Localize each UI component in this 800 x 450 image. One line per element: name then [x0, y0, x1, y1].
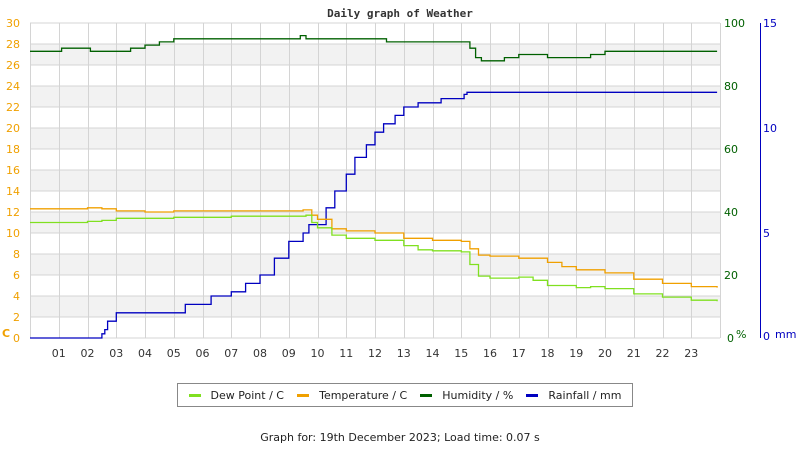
svg-text:6: 6: [13, 269, 20, 282]
legend-label: Temperature / C: [319, 388, 408, 402]
svg-text:18: 18: [6, 143, 20, 156]
svg-text:10: 10: [311, 347, 325, 360]
svg-text:11: 11: [339, 347, 353, 360]
svg-text:18: 18: [541, 347, 555, 360]
svg-text:14: 14: [6, 185, 20, 198]
svg-text:24: 24: [6, 80, 20, 93]
svg-text:0: 0: [763, 330, 770, 343]
svg-text:06: 06: [196, 347, 210, 360]
chart-title: Daily graph of Weather: [327, 7, 473, 20]
hour-axis: 01 02 03 04 05 06 07 08 09 10 11 12 13 14 15 16 17 18 19 20…: [52, 347, 699, 360]
svg-text:14: 14: [426, 347, 440, 360]
svg-text:13: 13: [397, 347, 411, 360]
svg-text:20: 20: [724, 269, 738, 282]
svg-text:15: 15: [454, 347, 468, 360]
svg-text:26: 26: [6, 59, 20, 72]
svg-text:05: 05: [167, 347, 181, 360]
graph-footer: Graph for: 19th December 2023; Load time…: [260, 431, 540, 444]
svg-text:8: 8: [13, 248, 20, 261]
svg-text:16: 16: [6, 164, 20, 177]
chart-legend: Dew Point / C Temperature / C Humidity /…: [177, 383, 633, 407]
svg-text:01: 01: [52, 347, 66, 360]
rainfall-swatch: [526, 393, 539, 397]
grid-lines: [30, 22, 721, 339]
svg-text:15: 15: [763, 17, 777, 30]
temperature-swatch: [297, 393, 310, 397]
legend-item-humidity: Humidity / %: [420, 389, 513, 402]
svg-text:10: 10: [6, 227, 20, 240]
svg-text:02: 02: [81, 347, 95, 360]
svg-text:40: 40: [724, 206, 738, 219]
svg-text:5: 5: [763, 227, 770, 240]
svg-text:100: 100: [724, 17, 745, 30]
svg-text:mm: mm: [775, 328, 796, 341]
weather-chart: Daily graph of Weather 02468101214161820…: [2, 7, 796, 360]
svg-text:30: 30: [6, 17, 20, 30]
svg-text:0: 0: [13, 332, 20, 345]
legend-item-rainfall: Rainfall / mm: [526, 389, 621, 402]
series-line: [30, 34, 718, 62]
svg-text:17: 17: [512, 347, 526, 360]
svg-text:60: 60: [724, 143, 738, 156]
legend-label: Humidity / %: [442, 388, 514, 402]
svg-text:04: 04: [138, 347, 152, 360]
humidity-axis: 0 20 40 60 80 100%: [724, 17, 746, 345]
humidity-swatch: [420, 393, 433, 397]
svg-text:07: 07: [224, 347, 238, 360]
svg-text:%: %: [736, 328, 746, 341]
dew-point-swatch: [188, 393, 201, 397]
svg-text:20: 20: [598, 347, 612, 360]
series-line: [30, 91, 718, 339]
svg-text:19: 19: [569, 347, 583, 360]
svg-text:21: 21: [627, 347, 641, 360]
svg-text:80: 80: [724, 80, 738, 93]
svg-text:10: 10: [763, 122, 777, 135]
svg-text:12: 12: [6, 206, 20, 219]
legend-item-temperature: Temperature / C: [297, 389, 407, 402]
series-lines: [30, 34, 718, 339]
svg-text:28: 28: [6, 38, 20, 51]
series-line: [30, 207, 718, 288]
svg-text:12: 12: [368, 347, 382, 360]
svg-text:23: 23: [684, 347, 698, 360]
svg-text:16: 16: [483, 347, 497, 360]
svg-text:2: 2: [13, 311, 20, 324]
svg-text:22: 22: [6, 101, 20, 114]
svg-text:22: 22: [656, 347, 670, 360]
legend-label: Dew Point / C: [210, 388, 284, 402]
svg-text:09: 09: [282, 347, 296, 360]
rainfall-axis: 0 5 10 15 mm: [760, 17, 796, 343]
svg-text:20: 20: [6, 122, 20, 135]
svg-text:03: 03: [109, 347, 123, 360]
legend-item-dew-point: Dew Point / C: [188, 388, 284, 402]
svg-text:0: 0: [727, 332, 734, 345]
svg-text:C: C: [2, 327, 10, 340]
svg-text:08: 08: [253, 347, 267, 360]
svg-text:4: 4: [13, 290, 20, 303]
legend-label: Rainfall / mm: [548, 388, 622, 402]
series-line: [30, 214, 718, 302]
